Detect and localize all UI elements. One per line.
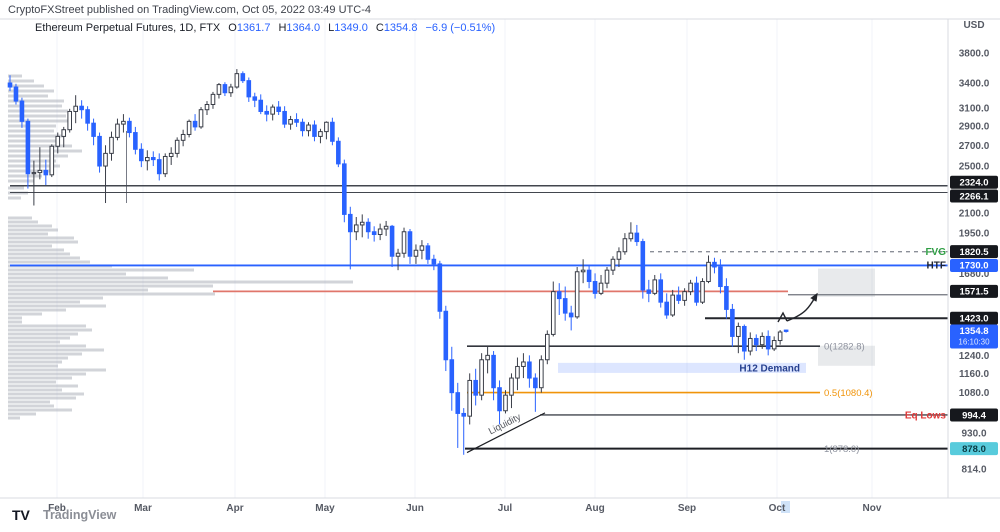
ohlc-close: C1354.8 — [375, 22, 418, 34]
ohlc-high: H1364.0 — [278, 22, 321, 34]
h12-demand-zone[interactable]: H12 Demand — [558, 362, 806, 375]
svg-text:2500.0: 2500.0 — [959, 162, 990, 173]
svg-text:930.0: 930.0 — [961, 429, 986, 440]
svg-text:1160.0: 1160.0 — [959, 369, 989, 380]
svg-text:3400.0: 3400.0 — [959, 79, 990, 90]
svg-text:Feb: Feb — [48, 503, 66, 514]
svg-text:2100.0: 2100.0 — [959, 209, 990, 220]
price-change: −6.9 (−0.51%) — [425, 22, 496, 34]
level-tags: FVG HTF Eq Lows — [905, 247, 947, 421]
svg-text:3100.0: 3100.0 — [959, 103, 990, 114]
price-axis-labels: 2324.0 2266.1 1820.5 1730.0 1571.5 1423.0 994.… — [950, 175, 998, 456]
svg-text:May: May — [315, 503, 335, 514]
svg-text:2266.1: 2266.1 — [959, 191, 989, 202]
svg-text:Nov: Nov — [863, 503, 882, 514]
svg-text:1240.0: 1240.0 — [959, 351, 990, 362]
svg-text:Apr: Apr — [226, 503, 243, 514]
svg-text:1571.5: 1571.5 — [959, 287, 989, 298]
svg-text:3800.0: 3800.0 — [959, 48, 990, 59]
svg-text:HTF: HTF — [927, 261, 946, 272]
svg-text:1080.0: 1080.0 — [959, 388, 990, 399]
svg-text:1730.0: 1730.0 — [959, 261, 988, 272]
attribution-text: CryptoFXStreet published on TradingView.… — [8, 4, 371, 16]
svg-text:994.4: 994.4 — [962, 410, 986, 421]
last-price-label: 1354.816:10:30 — [950, 324, 998, 349]
svg-text:Mar: Mar — [134, 503, 152, 514]
horizontal-level-lines[interactable]: 0(1282.8) 0.5(1080.4) 1(878.0) — [10, 185, 948, 455]
projection-arrow[interactable] — [777, 292, 818, 323]
svg-text:2900.0: 2900.0 — [959, 121, 990, 132]
svg-text:FVG: FVG — [925, 247, 946, 258]
supply-demand-boxes[interactable] — [818, 268, 875, 366]
svg-text:TV: TV — [12, 507, 31, 523]
pane-borders — [0, 18, 1000, 499]
svg-text:1680.0: 1680.0 — [959, 269, 990, 280]
month-gridlines — [56, 19, 873, 498]
volume-profile — [8, 74, 353, 420]
svg-text:Jul: Jul — [498, 503, 513, 514]
candlestick-series[interactable] — [7, 69, 789, 455]
svg-text:H12 Demand: H12 Demand — [739, 363, 800, 374]
svg-text:Jun: Jun — [406, 503, 424, 514]
symbol-title: Ethereum Perpetual Futures, 1D, FTX — [35, 22, 221, 34]
svg-text:0(1282.8): 0(1282.8) — [824, 341, 865, 352]
svg-text:16:10:30: 16:10:30 — [958, 337, 990, 346]
svg-text:1354.8: 1354.8 — [959, 326, 988, 337]
svg-text:Sep: Sep — [678, 503, 696, 514]
price-axis[interactable]: 3800.0 3400.0 3100.0 2900.0 2700.0 2500.0 2100… — [959, 48, 990, 475]
tradingview-logo-text: TradingView — [43, 508, 117, 522]
svg-text:2700.0: 2700.0 — [959, 141, 990, 152]
svg-text:Oct: Oct — [769, 503, 786, 514]
liquidity-trendline[interactable]: Liquidity — [466, 412, 546, 454]
symbol-legend: Ethereum Perpetual Futures, 1D, FTX O136… — [35, 22, 495, 34]
currency-label: USD — [963, 20, 985, 31]
tradingview-logo-icon: TV — [12, 507, 31, 523]
ohlc-low: L1349.0 — [328, 22, 368, 34]
tradingview-branding[interactable]: TV TradingView — [12, 507, 116, 523]
svg-text:Eq Lows: Eq Lows — [905, 410, 947, 421]
svg-text:878.0: 878.0 — [962, 444, 986, 455]
svg-text:2324.0: 2324.0 — [959, 178, 988, 189]
time-axis[interactable]: Feb Mar Apr May Jun Jul Aug Sep Oct Nov — [48, 501, 882, 514]
svg-text:1950.0: 1950.0 — [959, 229, 990, 240]
svg-text:814.0: 814.0 — [961, 465, 986, 476]
svg-text:Aug: Aug — [585, 503, 604, 514]
svg-text:1820.5: 1820.5 — [959, 247, 989, 258]
svg-text:1423.0: 1423.0 — [959, 313, 988, 324]
svg-text:1(878.0): 1(878.0) — [824, 444, 859, 455]
svg-text:0.5(1080.4): 0.5(1080.4) — [824, 388, 873, 399]
ohlc-open: O1361.7 — [228, 22, 271, 34]
